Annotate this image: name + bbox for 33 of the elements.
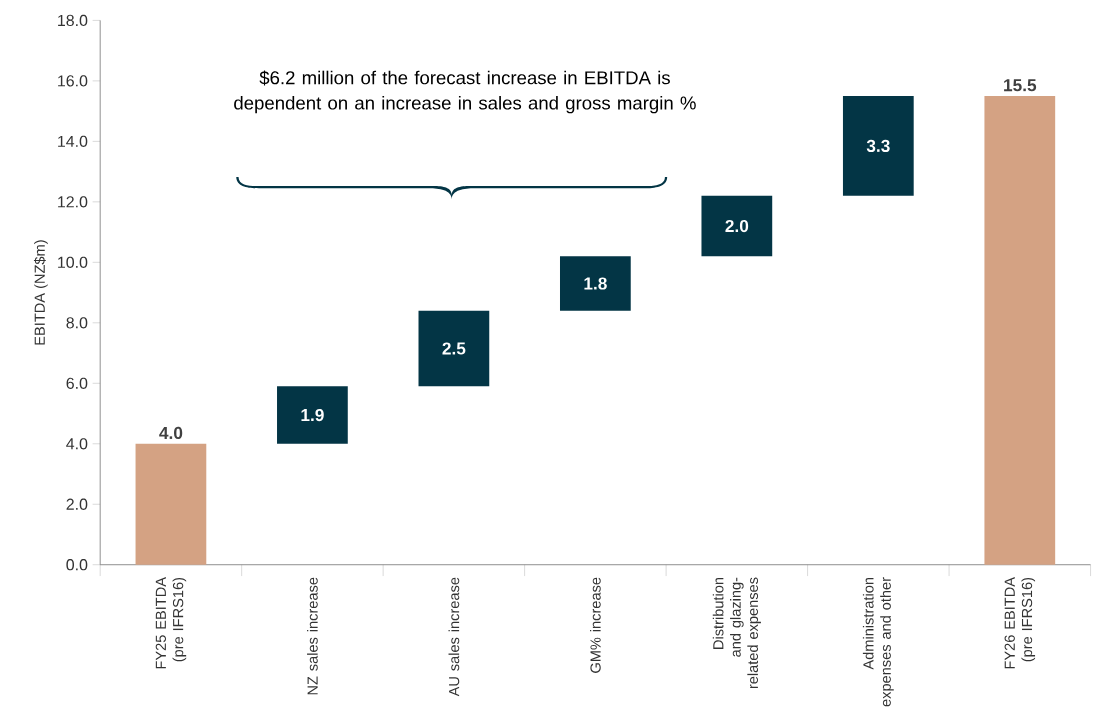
data-label: 1.8	[584, 277, 607, 290]
data-label: 4.0	[159, 426, 183, 440]
x-tick-label: NZ sales increase	[307, 577, 318, 695]
bar	[842, 96, 914, 196]
y-axis-title: EBITDA (NZ$m)	[33, 240, 48, 345]
x-tick-label: FY25 EBITDA (pre IFRS16)	[155, 577, 187, 669]
bar	[277, 386, 348, 444]
y-tick-label: 14.0	[58, 135, 88, 148]
bar	[418, 310, 490, 387]
y-tick-label: 12.0	[58, 196, 88, 208]
y-tick-label: 10.0	[58, 256, 88, 269]
x-tick-label: FY26 EBITDA (pre IFRS16)	[1004, 577, 1036, 669]
x-tick-label: AU sales increase	[448, 577, 460, 697]
bar	[135, 443, 207, 565]
y-tick-label: 18.0	[58, 14, 88, 27]
x-tick-label: Distribution and glazing-related expenses	[712, 577, 761, 689]
y-tick-label: 4.0	[66, 438, 88, 450]
data-label: 2.0	[725, 219, 749, 233]
data-label: 3.3	[866, 139, 890, 153]
data-label: 2.5	[442, 342, 466, 355]
y-tick-label: 2.0	[66, 498, 88, 510]
x-tick-label: GM% increase	[590, 577, 601, 673]
bar	[984, 96, 1056, 565]
x-tick-label: Administration expenses and other	[862, 577, 894, 707]
bar	[701, 195, 773, 257]
bar	[559, 256, 631, 311]
y-tick-label: 16.0	[58, 75, 88, 87]
y-tick-label: 6.0	[66, 377, 88, 389]
y-tick-label: 0.0	[66, 559, 88, 571]
annotation: $6.2 million of the forecast increase in EBITDA is dependent on an increase in sales and gross margin %	[234, 70, 696, 114]
data-label: 1.9	[301, 408, 324, 422]
data-label: 15.5	[1004, 79, 1037, 92]
y-tick-label: 8.0	[66, 317, 88, 329]
